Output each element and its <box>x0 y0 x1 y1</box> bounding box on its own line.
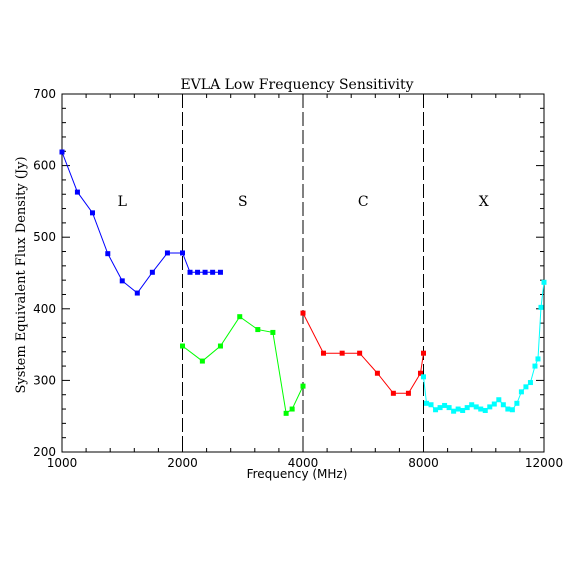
data-point <box>374 370 380 376</box>
data-point <box>437 405 443 411</box>
data-point <box>187 269 193 275</box>
data-point <box>270 329 276 335</box>
series-0 <box>59 149 223 296</box>
chart-title: EVLA Low Frequency Sensitivity <box>180 77 413 93</box>
x-axis-label: Frequency (MHz) <box>247 467 348 481</box>
y-tick-label: 700 <box>33 87 56 101</box>
x-tick-label: 4000 <box>288 456 319 470</box>
data-point <box>460 407 466 413</box>
data-point <box>255 327 261 333</box>
data-point <box>357 350 363 356</box>
axis-ticks: 200 300 400 500 600 700 1000 2000 4000 8000 12000 <box>33 87 563 470</box>
data-point <box>405 390 411 396</box>
data-point <box>320 350 326 356</box>
series-3 <box>421 279 547 414</box>
data-point <box>300 310 306 316</box>
data-point <box>538 304 544 310</box>
y-tick-label: 600 <box>33 159 56 173</box>
data-point <box>535 356 541 362</box>
data-point <box>149 269 155 275</box>
data-point <box>421 374 426 380</box>
data-point <box>428 402 434 408</box>
data-point <box>523 384 529 390</box>
plot-frame <box>61 93 545 453</box>
data-point <box>89 210 95 216</box>
data-point <box>496 397 502 403</box>
series-2 <box>300 310 426 396</box>
data-point <box>487 404 493 410</box>
y-tick-label: 500 <box>33 230 56 244</box>
data-point <box>446 405 452 411</box>
data-point <box>473 404 479 410</box>
data-point <box>469 402 475 408</box>
data-point <box>421 350 426 356</box>
data-point <box>478 406 484 412</box>
data-point <box>482 407 488 413</box>
data-point <box>509 407 515 413</box>
data-point <box>119 278 125 284</box>
data-point <box>164 250 170 256</box>
band-boundaries <box>182 94 424 452</box>
x-tick-label: 1000 <box>47 456 78 470</box>
x-tick-label: 8000 <box>408 456 439 470</box>
data-point <box>202 269 208 275</box>
series-line <box>182 315 304 415</box>
data-point <box>500 402 506 408</box>
data-point <box>532 363 538 369</box>
data-point <box>464 405 470 411</box>
data-point <box>527 380 533 386</box>
y-axis-label: System Equivalent Flux Density (Jy) <box>14 156 29 393</box>
series-line <box>423 282 545 412</box>
data-point <box>199 358 205 364</box>
band-label-c: C <box>358 194 369 210</box>
data-point <box>541 279 547 285</box>
data-point <box>289 406 295 412</box>
data-point <box>180 250 185 256</box>
y-tick-label: 300 <box>33 373 56 387</box>
data-point <box>59 149 65 155</box>
data-point <box>417 370 423 376</box>
band-label-s: S <box>238 194 248 210</box>
data-point <box>491 401 497 407</box>
x-tick-label: 2000 <box>167 456 198 470</box>
data-point <box>283 410 289 416</box>
band-label-l: L <box>118 194 127 210</box>
data-point <box>134 290 140 296</box>
data-point <box>195 269 201 275</box>
data-point <box>105 251 111 257</box>
data-point <box>217 343 223 349</box>
data-point <box>237 314 243 320</box>
data-point <box>433 407 439 413</box>
data-point <box>390 390 396 396</box>
data-point <box>518 389 524 395</box>
data-point <box>210 269 216 275</box>
data-point <box>180 343 185 349</box>
data-point <box>455 406 461 412</box>
data-point <box>505 406 511 412</box>
series-layer <box>59 149 547 416</box>
series-1 <box>180 314 306 416</box>
data-point <box>514 400 520 406</box>
data-point <box>217 269 223 275</box>
y-tick-label: 400 <box>33 302 56 316</box>
data-point <box>339 350 345 356</box>
x-tick-label: 12000 <box>525 456 563 470</box>
data-point <box>74 189 80 195</box>
band-label-x: X <box>479 194 489 210</box>
data-point <box>442 402 448 408</box>
data-point <box>300 383 306 389</box>
data-point <box>424 400 430 406</box>
data-point <box>451 408 457 414</box>
y-tick-label: 200 <box>33 445 56 459</box>
